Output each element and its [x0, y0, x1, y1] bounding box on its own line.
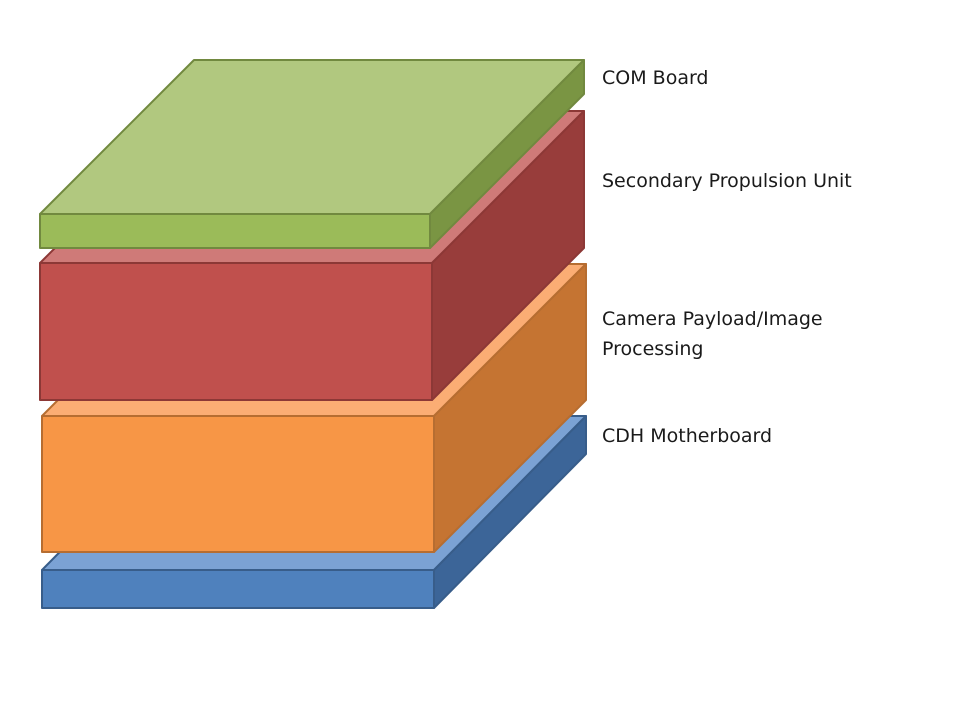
camera-payload-front-face [41, 415, 435, 553]
cdh-motherboard-front-face [41, 569, 435, 609]
secondary-propulsion-unit-front-face [39, 262, 433, 401]
secondary-propulsion-unit-label: Secondary Propulsion Unit [602, 166, 852, 196]
camera-payload-label-line-1: Camera Payload/Image [602, 308, 823, 330]
com-board-label: COM Board [602, 63, 709, 93]
com-board-block [39, 59, 585, 249]
com-board-front-face [39, 213, 431, 249]
cdh-motherboard-label-line: CDH Motherboard [602, 425, 773, 447]
camera-payload-label-line-2: Processing [602, 338, 704, 360]
com-board-label-line: COM Board [602, 67, 709, 89]
secondary-propulsion-unit-label-line: Secondary Propulsion Unit [602, 170, 852, 192]
cdh-motherboard-label: CDH Motherboard [602, 421, 772, 451]
camera-payload-label: Camera Payload/Image Processing [602, 304, 823, 364]
